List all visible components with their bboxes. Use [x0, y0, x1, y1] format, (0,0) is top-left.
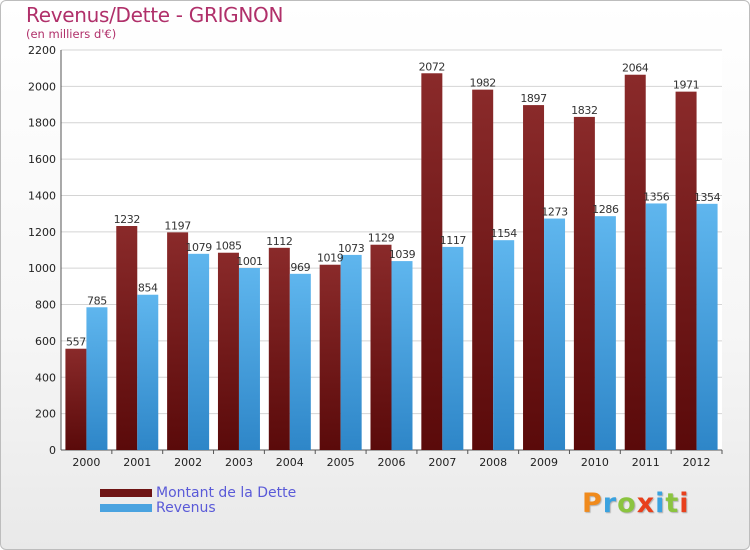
chart-subtitle: (en milliers d'€) [26, 27, 117, 41]
bar-debt-2004 [268, 247, 290, 450]
y-tick-label: 800 [35, 299, 56, 312]
bar-debt-2010 [573, 116, 595, 450]
proxiti-logo: Proxiti [582, 488, 690, 519]
data-label-debt-2010: 1832 [571, 104, 597, 117]
data-label-debt-2003: 1085 [215, 240, 242, 253]
x-tick-label: 2009 [530, 456, 558, 469]
bar-revenue-2012 [696, 203, 718, 450]
bar-revenue-2006 [391, 261, 413, 450]
bar-revenue-2005 [340, 254, 362, 450]
legend-swatch-debt [100, 489, 152, 497]
data-label-debt-2005: 1019 [317, 252, 344, 265]
bar-debt-2003 [217, 252, 239, 450]
data-label-debt-2002: 1197 [164, 219, 191, 232]
data-label-revenue-2005: 1073 [338, 242, 365, 255]
data-label-debt-2000: 557 [66, 336, 86, 349]
legend-label-debt: Montant de la Dette [156, 485, 297, 501]
logo-letter: x [636, 488, 656, 519]
logo-letter: P [582, 488, 603, 519]
bar-debt-2009 [523, 105, 545, 450]
data-label-debt-2007: 2072 [419, 60, 445, 73]
data-label-revenue-2001: 854 [138, 282, 158, 295]
y-tick-label: 2000 [28, 80, 56, 93]
data-label-revenue-2011: 1356 [643, 190, 670, 203]
data-label-debt-2001: 1232 [114, 213, 140, 226]
bar-debt-2000 [65, 348, 87, 450]
bar-debt-2001 [116, 226, 138, 450]
x-tick-label: 2001 [123, 456, 151, 469]
bar-revenue-2001 [137, 294, 159, 450]
data-label-revenue-2000: 785 [87, 294, 107, 307]
data-label-revenue-2009: 1273 [541, 206, 568, 219]
data-label-debt-2011: 2064 [622, 62, 649, 75]
data-label-revenue-2004: 969 [290, 261, 310, 274]
bar-debt-2008 [472, 89, 494, 451]
bar-debt-2011 [624, 74, 646, 451]
logo-letter: t [665, 488, 680, 519]
y-tick-label: 1600 [28, 153, 56, 166]
x-tick-label: 2010 [581, 456, 609, 469]
data-label-revenue-2010: 1286 [592, 203, 619, 216]
data-label-debt-2006: 1129 [368, 232, 395, 245]
data-label-revenue-2002: 1079 [185, 241, 212, 254]
x-tick-label: 2004 [276, 456, 304, 469]
y-tick-label: 400 [35, 371, 56, 384]
bar-revenue-2008 [493, 240, 515, 450]
data-label-debt-2009: 1897 [520, 92, 547, 105]
bar-debt-2006 [370, 244, 392, 450]
data-label-debt-2004: 1112 [266, 235, 292, 248]
bar-debt-2002 [167, 232, 189, 450]
bar-revenue-2003 [238, 268, 260, 450]
bars [65, 73, 718, 451]
data-label-revenue-2008: 1154 [490, 227, 517, 240]
y-tick-label: 600 [35, 335, 56, 348]
bar-revenue-2002 [188, 253, 210, 450]
bar-revenue-2009 [544, 218, 566, 450]
data-label-debt-2008: 1982 [469, 77, 495, 90]
bar-revenue-2007 [442, 246, 464, 450]
bar-debt-2007 [421, 73, 443, 450]
data-label-debt-2012: 1971 [673, 79, 699, 92]
y-tick-label: 0 [49, 444, 56, 457]
logo-letter: i [679, 488, 690, 519]
y-tick-label: 200 [35, 408, 56, 421]
bar-revenue-2011 [645, 203, 667, 450]
data-label-revenue-2006: 1039 [389, 248, 416, 261]
data-label-revenue-2012: 1354 [694, 191, 721, 204]
bar-revenue-2004 [289, 273, 311, 450]
x-tick-label: 2003 [225, 456, 253, 469]
y-tick-label: 1200 [28, 226, 56, 239]
data-label-revenue-2007: 1117 [440, 234, 467, 247]
bar-revenue-2000 [86, 307, 108, 450]
x-tick-label: 2011 [632, 456, 660, 469]
y-tick-label: 1800 [28, 117, 56, 130]
bar-debt-2012 [675, 91, 697, 451]
y-tick-label: 1400 [28, 189, 56, 202]
bar-debt-2005 [319, 264, 341, 450]
x-tick-label: 2012 [683, 456, 711, 469]
x-tick-label: 2008 [479, 456, 507, 469]
data-labels: 557 785 1232 854 1197 1079 1085 1001 1112 969 1019… [66, 60, 721, 348]
data-label-revenue-2003: 1001 [236, 255, 262, 268]
legend-label-revenue: Revenus [156, 500, 216, 516]
axes: 0 200 400 600 800 1000 1200 1400 1600 1800 2000 220… [28, 44, 723, 469]
x-tick-label: 2002 [174, 456, 202, 469]
bar-revenue-2010 [594, 216, 616, 450]
x-tick-label: 2006 [378, 456, 406, 469]
x-tick-label: 2000 [72, 456, 100, 469]
x-tick-label: 2007 [428, 456, 456, 469]
legend-swatch-revenue [100, 504, 152, 512]
y-tick-label: 1000 [28, 262, 56, 275]
x-tick-label: 2005 [327, 456, 355, 469]
y-tick-label: 2200 [28, 44, 56, 57]
chart-title: Revenus/Dette - GRIGNON [26, 3, 284, 27]
logo-letter: o [617, 488, 637, 519]
logo-letter: i [655, 488, 666, 519]
logo-letter: r [602, 488, 618, 519]
